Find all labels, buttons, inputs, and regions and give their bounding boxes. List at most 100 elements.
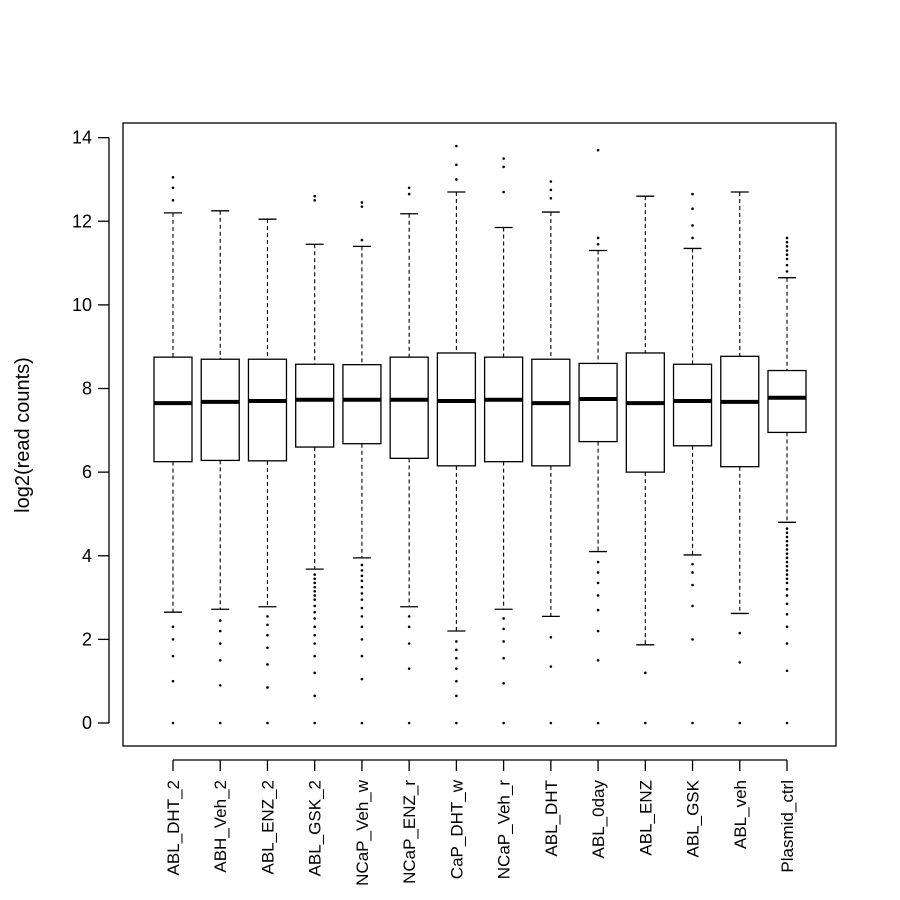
- box-iqr: [153, 356, 193, 463]
- outlier-point: [313, 671, 316, 675]
- outlier-point: [596, 560, 600, 564]
- box-iqr: [200, 358, 240, 462]
- outlier-point: [455, 656, 458, 660]
- outlier-point: [691, 571, 694, 574]
- box-group-NCaP_ENZ_r: [389, 186, 429, 725]
- outlier-point: [360, 205, 364, 208]
- x-tick-label: ABL_GSK_2: [306, 780, 325, 876]
- x-tick-label: ABL_DHT_2: [164, 780, 183, 875]
- x-tick-label: ABL_ENZ_2: [258, 780, 277, 875]
- outlier-point: [785, 240, 789, 244]
- outlier-point: [596, 148, 600, 152]
- outlier-point: [785, 253, 789, 257]
- box-iqr: [342, 364, 382, 445]
- outlier-point: [785, 544, 789, 547]
- box-group-ABL_ENZ: [625, 195, 665, 725]
- outlier-point: [313, 581, 316, 585]
- outlier-point: [266, 633, 269, 637]
- outlier-point: [360, 606, 364, 610]
- outlier-point: [691, 192, 694, 196]
- outlier-point: [549, 721, 553, 725]
- outlier-point: [360, 677, 364, 681]
- outlier-point: [691, 236, 694, 240]
- outlier-point: [313, 610, 316, 614]
- box-group-ABL_0day: [578, 148, 618, 725]
- outlier-point: [313, 577, 316, 581]
- outlier-point: [785, 257, 789, 261]
- outlier-point: [596, 594, 600, 597]
- outlier-point: [407, 721, 411, 725]
- box-iqr: [531, 358, 571, 467]
- outlier-point: [360, 574, 364, 578]
- outlier-point: [407, 615, 411, 618]
- outlier-point: [738, 631, 742, 635]
- outlier-point: [785, 602, 789, 606]
- y-axis-title: log2(read counts): [12, 357, 34, 513]
- box-group-NCaP_Veh_w: [342, 201, 382, 725]
- x-tick-label: CaP_DHT_w: [447, 779, 466, 879]
- box-group-Plasmid_ctrl: [767, 236, 807, 725]
- outlier-point: [596, 242, 600, 246]
- outlier-point: [407, 642, 411, 645]
- plot-frame: [122, 122, 837, 747]
- outlier-point: [360, 625, 364, 629]
- outlier-point: [455, 721, 458, 725]
- outlier-point: [360, 201, 364, 204]
- outlier-point: [266, 623, 269, 627]
- outlier-point: [785, 535, 789, 539]
- outlier-point: [313, 199, 316, 202]
- outlier-point: [360, 721, 364, 725]
- outlier-point: [785, 270, 789, 273]
- outlier-point: [691, 224, 694, 227]
- outlier-point: [455, 163, 458, 167]
- outlier-point: [502, 681, 505, 685]
- outlier-point: [596, 721, 600, 725]
- outlier-point: [785, 531, 789, 535]
- box-group-ABL_GSK_2: [295, 194, 335, 725]
- outlier-point: [266, 686, 269, 689]
- outlier-point: [691, 207, 694, 211]
- outlier-point: [171, 638, 175, 641]
- outlier-point: [502, 157, 505, 160]
- outlier-point: [455, 640, 458, 643]
- outlier-point: [360, 238, 364, 242]
- y-axis: 0 2 4 6 8 10 12 14: [72, 128, 110, 733]
- outlier-point: [644, 721, 647, 725]
- outlier-point: [455, 667, 458, 670]
- outlier-point: [502, 190, 505, 194]
- outlier-point: [455, 679, 458, 683]
- outlier-point: [455, 694, 458, 698]
- outlier-point: [502, 617, 505, 620]
- box-iqr: [389, 356, 429, 459]
- outlier-point: [360, 638, 364, 641]
- box-group-CaP_DHT_w: [436, 144, 477, 725]
- outlier-point: [596, 571, 600, 574]
- box-iqr: [720, 355, 760, 468]
- outlier-point: [313, 604, 316, 608]
- outlier-point: [785, 581, 789, 585]
- outlier-point: [596, 581, 600, 585]
- outlier-point: [407, 667, 411, 670]
- box-iqr: [672, 363, 713, 447]
- outlier-point: [360, 569, 364, 572]
- outlier-point: [785, 625, 789, 629]
- box-iqr: [436, 352, 477, 467]
- outlier-point: [785, 642, 789, 645]
- outlier-point: [313, 642, 316, 645]
- outlier-point: [502, 640, 505, 643]
- outlier-point: [313, 594, 316, 597]
- outlier-point: [502, 165, 505, 169]
- outlier-point: [785, 539, 789, 543]
- box-group-ABL_GSK: [672, 192, 713, 725]
- y-tick-label: 0: [82, 713, 92, 733]
- boxes-layer: [153, 144, 807, 725]
- box-iqr: [247, 358, 288, 462]
- y-tick-label: 10: [72, 295, 92, 315]
- outlier-point: [360, 585, 364, 589]
- outlier-point: [266, 615, 269, 618]
- outlier-point: [313, 721, 316, 725]
- y-tick-label: 8: [82, 379, 92, 399]
- outlier-point: [360, 654, 364, 658]
- outlier-point: [785, 587, 789, 591]
